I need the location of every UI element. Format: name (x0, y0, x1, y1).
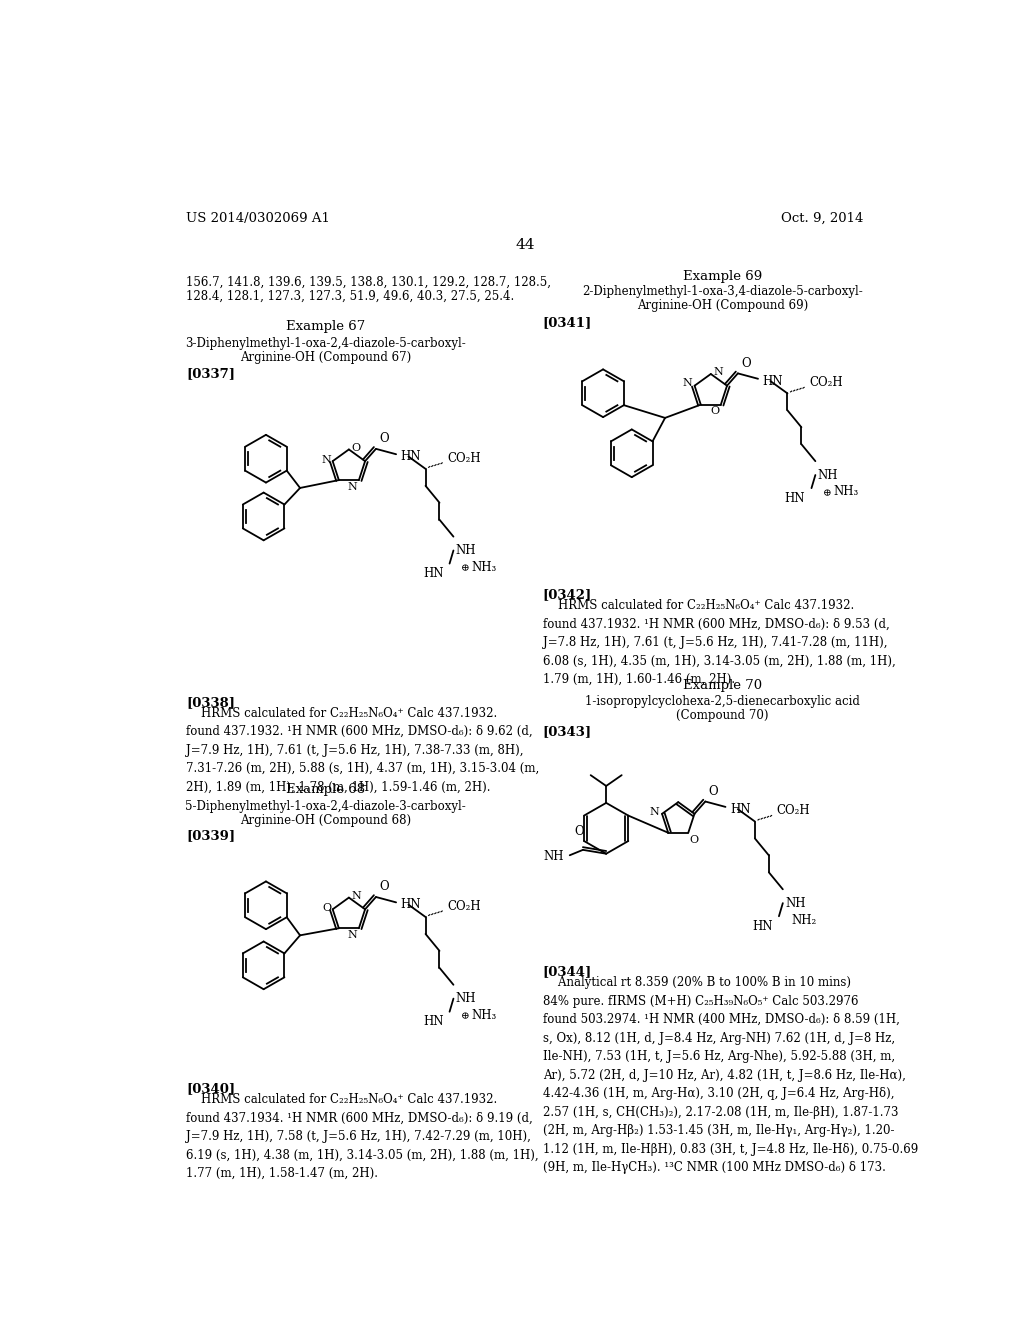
Text: Arginine-OH (Compound 68): Arginine-OH (Compound 68) (240, 814, 412, 828)
Text: O: O (351, 444, 360, 453)
Text: NH: NH (543, 850, 563, 863)
Text: CO₂H: CO₂H (447, 900, 481, 912)
Text: Arginine-OH (Compound 69): Arginine-OH (Compound 69) (637, 298, 808, 312)
Text: 156.7, 141.8, 139.6, 139.5, 138.8, 130.1, 129.2, 128.7, 128.5,: 156.7, 141.8, 139.6, 139.5, 138.8, 130.1… (186, 276, 551, 289)
Text: US 2014/0302069 A1: US 2014/0302069 A1 (186, 213, 330, 224)
Text: Example 68: Example 68 (286, 783, 366, 796)
Text: CO₂H: CO₂H (776, 804, 810, 817)
Text: HN: HN (784, 491, 805, 504)
Text: 5-Diphenylmethyl-1-oxa-2,4-diazole-3-carboxyl-: 5-Diphenylmethyl-1-oxa-2,4-diazole-3-car… (185, 800, 466, 813)
Text: [0340]: [0340] (186, 1082, 236, 1096)
Text: Arginine-OH (Compound 67): Arginine-OH (Compound 67) (240, 351, 412, 363)
Text: [0337]: [0337] (186, 367, 236, 380)
Text: N: N (713, 367, 723, 376)
Text: HRMS calculated for C₂₂H₂₅N₆O₄⁺ Calc 437.1932.
found 437.1932. ¹H NMR (600 MHz, : HRMS calculated for C₂₂H₂₅N₆O₄⁺ Calc 437… (186, 706, 540, 793)
Text: O: O (711, 407, 719, 416)
Text: HN: HN (400, 898, 421, 911)
Text: HN: HN (753, 920, 773, 933)
Text: [0341]: [0341] (543, 315, 592, 329)
Text: ⊕: ⊕ (822, 488, 831, 498)
Text: NH: NH (818, 469, 839, 482)
Text: O: O (322, 903, 331, 912)
Text: HRMS calculated for C₂₂H₂₅N₆O₄⁺ Calc 437.1932.
found 437.1932. ¹H NMR (600 MHz, : HRMS calculated for C₂₂H₂₅N₆O₄⁺ Calc 437… (543, 599, 895, 686)
Text: ⊕: ⊕ (461, 565, 469, 573)
Text: [0338]: [0338] (186, 696, 236, 709)
Text: O: O (574, 825, 584, 838)
Text: CO₂H: CO₂H (809, 376, 843, 389)
Text: 1-isopropylcyclohexa-2,5-dienecarboxylic acid: 1-isopropylcyclohexa-2,5-dienecarboxylic… (585, 694, 860, 708)
Text: 3-Diphenylmethyl-1-oxa-2,4-diazole-5-carboxyl-: 3-Diphenylmethyl-1-oxa-2,4-diazole-5-car… (185, 337, 466, 350)
Text: 128.4, 128.1, 127.3, 127.3, 51.9, 49.6, 40.3, 27.5, 25.4.: 128.4, 128.1, 127.3, 127.3, 51.9, 49.6, … (186, 289, 514, 302)
Text: O: O (379, 432, 389, 445)
Text: HN: HN (400, 450, 421, 463)
Text: O: O (709, 784, 718, 797)
Text: NH₃: NH₃ (471, 561, 497, 574)
Text: N: N (347, 482, 357, 491)
Text: [0343]: [0343] (543, 726, 592, 739)
Text: NH: NH (785, 898, 806, 909)
Text: N: N (351, 891, 360, 902)
Text: 44: 44 (515, 239, 535, 252)
Text: NH: NH (456, 544, 476, 557)
Text: CO₂H: CO₂H (447, 451, 481, 465)
Text: HRMS calculated for C₂₂H₂₅N₆O₄⁺ Calc 437.1932.
found 437.1934. ¹H NMR (600 MHz, : HRMS calculated for C₂₂H₂₅N₆O₄⁺ Calc 437… (186, 1093, 539, 1180)
Text: HN: HN (763, 375, 783, 388)
Text: N: N (322, 454, 331, 465)
Text: Example 70: Example 70 (683, 680, 762, 693)
Text: N: N (347, 929, 357, 940)
Text: HN: HN (730, 803, 751, 816)
Text: N: N (683, 379, 692, 388)
Text: (Compound 70): (Compound 70) (676, 709, 769, 722)
Text: Example 67: Example 67 (286, 319, 366, 333)
Text: Oct. 9, 2014: Oct. 9, 2014 (781, 213, 863, 224)
Text: NH: NH (456, 993, 476, 1006)
Text: NH₃: NH₃ (834, 486, 858, 499)
Text: Example 69: Example 69 (683, 269, 762, 282)
Text: NH₂: NH₂ (792, 913, 816, 927)
Text: O: O (379, 880, 389, 894)
Text: ⊕: ⊕ (461, 1012, 469, 1022)
Text: [0342]: [0342] (543, 589, 592, 601)
Text: N: N (650, 808, 659, 817)
Text: [0339]: [0339] (186, 829, 236, 842)
Text: O: O (689, 836, 698, 845)
Text: O: O (741, 356, 751, 370)
Text: HN: HN (423, 568, 443, 579)
Text: HN: HN (423, 1015, 443, 1028)
Text: 2-Diphenylmethyl-1-oxa-3,4-diazole-5-carboxyl-: 2-Diphenylmethyl-1-oxa-3,4-diazole-5-car… (582, 285, 863, 298)
Text: Analytical rt 8.359 (20% B to 100% B in 10 mins)
84% pure. fIRMS (M+H) C₂₅H₃₉N₆O: Analytical rt 8.359 (20% B to 100% B in … (543, 977, 918, 1175)
Text: [0344]: [0344] (543, 965, 592, 978)
Text: NH₃: NH₃ (471, 1008, 497, 1022)
